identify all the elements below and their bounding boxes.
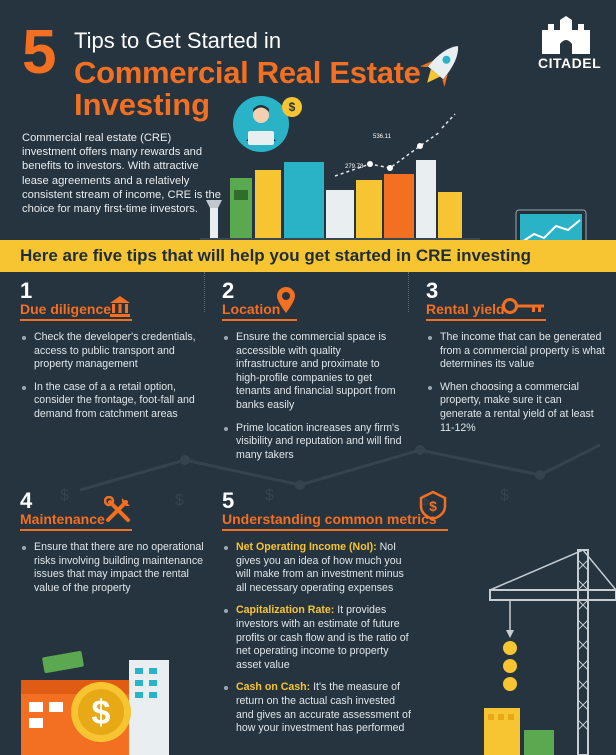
tip-4-bullet: Ensure that there are no operational ris…	[20, 541, 210, 595]
metric-text: It provides investors with an estimate o…	[236, 604, 409, 671]
crane-icon	[484, 549, 616, 755]
tip-4-number: 4	[20, 488, 33, 513]
metric-term: Capitalization Rate:	[236, 604, 335, 617]
tip-2-number: 2	[222, 278, 235, 303]
title-number: 5	[22, 18, 57, 87]
svg-text:$: $	[92, 694, 111, 732]
tip-3-underline	[426, 319, 546, 321]
metric-text: It's the measure of return on the actual…	[236, 681, 411, 735]
tip-2-bullets: Ensure the commercial space is accessibl…	[222, 331, 402, 471]
tip-5-metrics: Net Operating Income (NoI): NoI gives yo…	[222, 541, 412, 745]
background-trend-line: $ $ $ $ $	[60, 443, 601, 509]
svg-text:$: $	[265, 487, 274, 504]
tip-2-bullet: Ensure the commercial space is accessibl…	[222, 331, 402, 413]
citadel-logo-icon	[542, 16, 590, 54]
tip-1-bullet: Check the developer's credentials, acces…	[20, 331, 200, 372]
metric-term: Cash on Cash:	[236, 681, 311, 694]
investor-avatar-icon	[233, 96, 289, 152]
tools-icon	[104, 496, 130, 522]
title-line-1: Tips to Get Started in	[74, 28, 282, 53]
tip-3-title: Rental yield	[426, 301, 505, 317]
intro-paragraph: Commercial real estate (CRE) investment …	[22, 132, 221, 216]
chart-value-label-2: 536.11	[373, 134, 391, 140]
svg-text:$: $	[60, 487, 69, 504]
title-line-2: Commercial Real Estate	[74, 55, 421, 90]
metric-item: Cash on Cash: It's the measure of return…	[222, 681, 412, 735]
logo-text: CITADEL	[538, 55, 602, 71]
tips-banner	[0, 240, 616, 272]
svg-text:$: $	[420, 492, 429, 509]
tip-3-bullets: The income that can be generated from a …	[426, 331, 606, 444]
tip-2-underline	[222, 319, 297, 321]
chart-value-label-1: 279.78	[345, 164, 364, 170]
growth-rocket-icon	[334, 46, 459, 177]
city-skyline-icon	[200, 160, 480, 242]
tip-4-bullets: Ensure that there are no operational ris…	[20, 541, 210, 604]
key-icon	[502, 298, 544, 314]
metric-item: Net Operating Income (NoI): NoI gives yo…	[222, 541, 412, 595]
svg-text:$: $	[289, 100, 296, 114]
tip-5-number: 5	[222, 488, 235, 513]
tip-1-title: Due diligence	[20, 301, 112, 317]
tip-2-title: Location	[222, 301, 281, 317]
metric-item: Capitalization Rate: It provides investo…	[222, 604, 412, 672]
tip-4-title: Maintenance	[20, 511, 105, 527]
tip-3-bullet: The income that can be generated from a …	[426, 331, 606, 372]
svg-text:$: $	[429, 498, 437, 514]
tip-1-underline	[20, 319, 132, 321]
tip-5-title: Understanding common metrics	[222, 511, 437, 527]
metric-term: Net Operating Income (NoI):	[236, 541, 377, 553]
connector-line	[204, 272, 205, 312]
bank-icon	[110, 296, 130, 317]
tips-banner-text: Here are five tips that will help you ge…	[20, 246, 532, 265]
tip-1-bullets: Check the developer's credentials, acces…	[20, 331, 200, 431]
dollar-shield-icon: $	[419, 490, 447, 520]
dollar-bubble-icon: $	[282, 97, 302, 117]
connector-line	[408, 272, 409, 312]
tip-1-number: 1	[20, 278, 33, 303]
calendar-coin-icon: $	[21, 650, 169, 755]
tip-4-underline	[20, 529, 132, 531]
svg-text:$: $	[500, 487, 509, 504]
tip-5-underline	[222, 529, 448, 531]
svg-text:$: $	[175, 492, 184, 509]
tip-3-number: 3	[426, 278, 439, 303]
tip-2-bullet: Prime location increases any firm's visi…	[222, 422, 402, 463]
tip-3-bullet: When choosing a commercial property, mak…	[426, 381, 606, 435]
map-pin-icon	[277, 287, 295, 313]
tip-1-bullet: In the case of a a retail option, consid…	[20, 381, 200, 422]
title-line-3: Investing	[74, 87, 211, 122]
metric-text: NoI gives you an idea of how much you wi…	[236, 541, 404, 594]
